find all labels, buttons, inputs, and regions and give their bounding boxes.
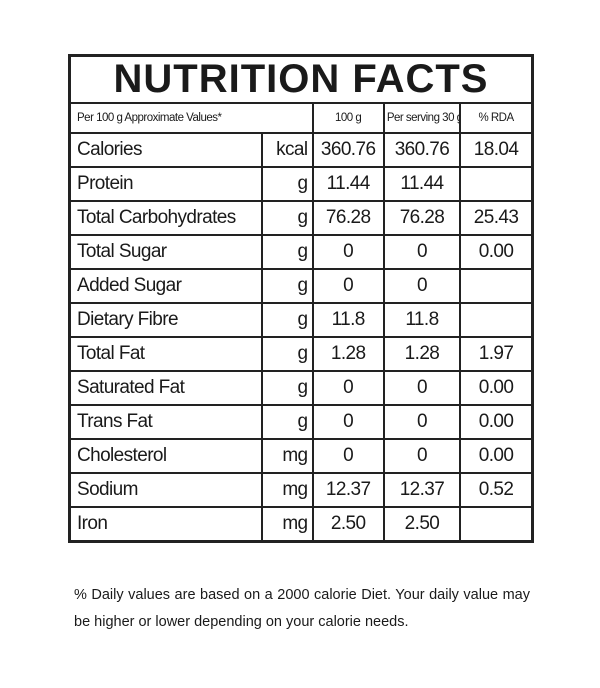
unit: mg [261, 438, 314, 474]
rda: 1.97 [459, 336, 534, 372]
nutrient-row: Iron mg 2.50 2.50 [68, 506, 534, 543]
per-serving: 2.50 [382, 506, 462, 543]
nutrient-name: Dietary Fibre [68, 302, 264, 338]
per-serving: 0 [382, 370, 462, 406]
per-100g: 11.44 [311, 166, 385, 202]
nutrient-row: Saturated Fat g 0 0 0.00 [68, 370, 534, 406]
rda [459, 506, 534, 543]
per-100g: 76.28 [311, 200, 385, 236]
nutrient-name: Added Sugar [68, 268, 264, 304]
rda: 0.00 [459, 370, 534, 406]
per-serving: 76.28 [382, 200, 462, 236]
nutrient-name: Cholesterol [68, 438, 264, 474]
unit: g [261, 200, 314, 236]
per-serving: 12.37 [382, 472, 462, 508]
nutrient-row: Added Sugar g 0 0 [68, 268, 534, 304]
per-100g: 0 [311, 268, 385, 304]
unit: g [261, 268, 314, 304]
footnote: % Daily values are based on a 2000 calor… [74, 587, 530, 630]
per-serving: 0 [382, 438, 462, 474]
nutrition-table: NUTRITION FACTS Per 100 g Approximate Va… [68, 54, 534, 543]
unit: g [261, 404, 314, 440]
per-100g: 12.37 [311, 472, 385, 508]
rda: 18.04 [459, 132, 534, 168]
nutrient-name: Saturated Fat [68, 370, 264, 406]
rda: 0.52 [459, 472, 534, 508]
unit: mg [261, 472, 314, 508]
per-serving: 11.44 [382, 166, 462, 202]
title: NUTRITION FACTS [68, 54, 534, 104]
nutrient-row: Total Carbohydrates g 76.28 76.28 25.43 [68, 200, 534, 236]
header-cell: Per serving 30 g [382, 102, 462, 134]
header-cell: 100 g [311, 102, 385, 134]
per-100g: 1.28 [311, 336, 385, 372]
nutrient-name: Calories [68, 132, 264, 168]
per-serving: 0 [382, 404, 462, 440]
rda [459, 302, 534, 338]
unit: g [261, 370, 314, 406]
nutrient-name: Sodium [68, 472, 264, 508]
per-100g: 2.50 [311, 506, 385, 543]
nutrient-row: Calories kcal 360.76 360.76 18.04 [68, 132, 534, 168]
nutrient-row: Cholesterol mg 0 0 0.00 [68, 438, 534, 474]
unit: g [261, 302, 314, 338]
nutrient-name: Trans Fat [68, 404, 264, 440]
rda: 0.00 [459, 404, 534, 440]
rda [459, 268, 534, 304]
per-serving: 360.76 [382, 132, 462, 168]
per-100g: 0 [311, 404, 385, 440]
per-100g: 0 [311, 438, 385, 474]
per-serving: 0 [382, 268, 462, 304]
nutrient-name: Total Fat [68, 336, 264, 372]
nutrient-row: Protein g 11.44 11.44 [68, 166, 534, 202]
nutrient-name: Total Carbohydrates [68, 200, 264, 236]
per-100g: 11.8 [311, 302, 385, 338]
nutrient-row: Trans Fat g 0 0 0.00 [68, 404, 534, 440]
per-100g: 0 [311, 234, 385, 270]
rda: 25.43 [459, 200, 534, 236]
nutrient-row: Dietary Fibre g 11.8 11.8 [68, 302, 534, 338]
unit: g [261, 336, 314, 372]
nutrient-row: Total Sugar g 0 0 0.00 [68, 234, 534, 270]
nutrition-panel: NUTRITION FACTS Per 100 g Approximate Va… [68, 54, 534, 543]
per-serving: 1.28 [382, 336, 462, 372]
header-cell: Per 100 g Approximate Values* [68, 102, 314, 134]
per-100g: 360.76 [311, 132, 385, 168]
unit: kcal [261, 132, 314, 168]
nutrient-row: Sodium mg 12.37 12.37 0.52 [68, 472, 534, 508]
header-cell: % RDA [459, 102, 534, 134]
per-serving: 0 [382, 234, 462, 270]
nutrient-name: Protein [68, 166, 264, 202]
unit: mg [261, 506, 314, 543]
nutrient-row: Total Fat g 1.28 1.28 1.97 [68, 336, 534, 372]
rda [459, 166, 534, 202]
nutrient-name: Total Sugar [68, 234, 264, 270]
nutrient-name: Iron [68, 506, 264, 543]
rda: 0.00 [459, 438, 534, 474]
per-100g: 0 [311, 370, 385, 406]
per-serving: 11.8 [382, 302, 462, 338]
rda: 0.00 [459, 234, 534, 270]
unit: g [261, 234, 314, 270]
unit: g [261, 166, 314, 202]
